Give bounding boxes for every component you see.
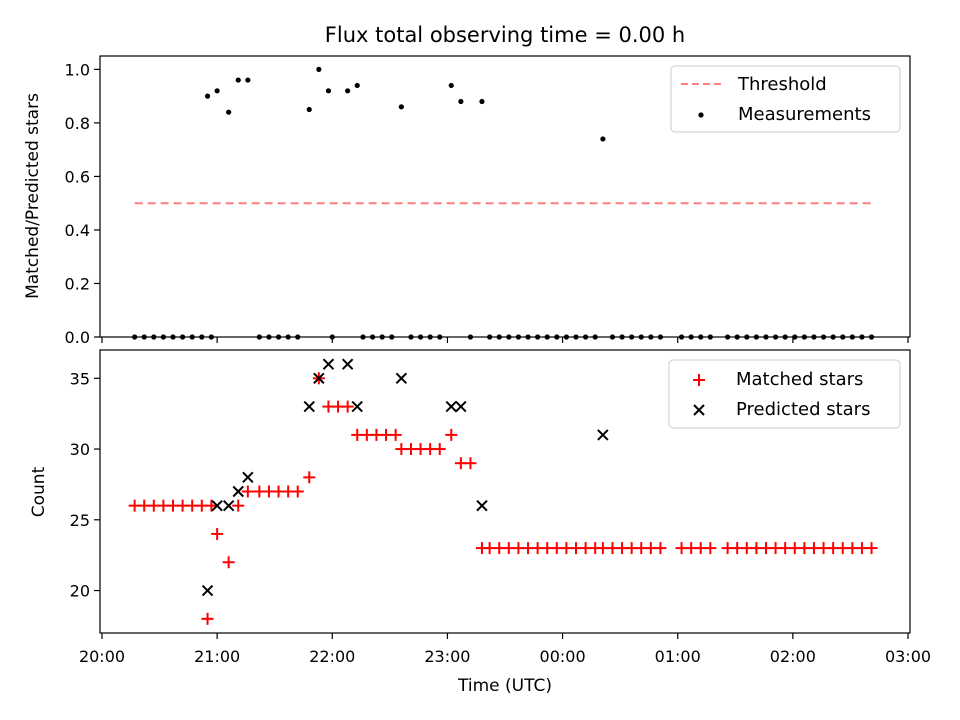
bottom-x-tick-label: 22:00 bbox=[309, 647, 355, 666]
top-chart-title: Flux total observing time = 0.00 h bbox=[325, 23, 685, 47]
measurement-point bbox=[458, 98, 464, 105]
top-legend-box bbox=[670, 65, 901, 133]
matched-stars-legend-label: Matched stars bbox=[736, 369, 863, 390]
matched-star-point bbox=[865, 542, 878, 555]
bottom-x-axis-label: Time (UTC) bbox=[457, 676, 552, 696]
matched-star-point bbox=[464, 457, 477, 470]
threshold-legend-label: Threshold bbox=[737, 74, 827, 95]
matched-star-point bbox=[654, 542, 667, 555]
measurement-point bbox=[226, 109, 232, 115]
predicted-star-point bbox=[313, 372, 325, 385]
measurement-point bbox=[479, 98, 485, 105]
matched-star-point bbox=[341, 400, 354, 413]
bottom-x-tick-label: 01:00 bbox=[655, 647, 701, 666]
top-y-tick-label: 0.2 bbox=[65, 274, 90, 293]
matched-star-point bbox=[201, 612, 214, 625]
matched-star-point bbox=[291, 485, 304, 498]
predicted-star-point bbox=[222, 499, 235, 512]
bottom-legend: Matched stars Predicted stars bbox=[668, 359, 901, 429]
measurement-point bbox=[325, 88, 332, 94]
top-y-tick-label: 1.0 bbox=[65, 60, 90, 79]
matched-star-point bbox=[303, 471, 316, 484]
bottom-x-tick-label: 20:00 bbox=[79, 647, 125, 666]
bottom-x-tick-label: 03:00 bbox=[885, 647, 931, 666]
measurements-legend-label: Measurements bbox=[738, 104, 871, 125]
top-y-axis: 0.0 0.2 0.4 0.6 0.8 1.0 bbox=[65, 60, 100, 347]
predicted-star-point bbox=[597, 429, 609, 441]
bottom-legend-box bbox=[668, 359, 901, 429]
bottom-y-axis: 20 25 30 35 bbox=[70, 369, 100, 601]
predicted-star-point bbox=[232, 485, 244, 498]
top-y-axis-label: Matched/Predicted stars bbox=[23, 93, 43, 299]
measurement-point bbox=[245, 77, 251, 83]
bottom-x-tick-label: 21:00 bbox=[194, 647, 240, 666]
measurements-legend-swatch bbox=[698, 112, 704, 118]
bottom-x-tick-label: 02:00 bbox=[770, 647, 816, 666]
predicted-star-point bbox=[303, 400, 315, 413]
measurement-point bbox=[204, 93, 211, 99]
predicted-star-point bbox=[242, 471, 254, 484]
bottom-y-tick-label: 35 bbox=[70, 369, 90, 388]
bottom-y-tick-label: 20 bbox=[70, 582, 90, 601]
top-y-tick-label: 0.0 bbox=[65, 328, 90, 347]
measurement-point bbox=[354, 82, 360, 89]
matched-star-point bbox=[389, 428, 402, 441]
predicted-star-point bbox=[455, 400, 467, 413]
measurement-point bbox=[398, 104, 404, 110]
top-x-axis-ticks bbox=[101, 337, 909, 343]
predicted-stars-legend-swatch bbox=[693, 404, 705, 416]
bottom-y-tick-label: 25 bbox=[70, 511, 90, 530]
matched-star-point bbox=[232, 499, 245, 512]
bottom-x-axis: 20:00 21:00 22:00 23:00 00:00 01:00 02:00 03:00 bbox=[79, 633, 931, 666]
predicted-star-point bbox=[201, 584, 214, 597]
top-legend: Threshold Measurements bbox=[670, 65, 901, 133]
predicted-star-point bbox=[341, 358, 354, 370]
predicted-star-point bbox=[395, 372, 408, 385]
top-y-tick-label: 0.4 bbox=[65, 221, 90, 240]
bottom-plot-area bbox=[128, 358, 878, 625]
predicted-star-point bbox=[211, 499, 223, 512]
top-y-tick-label: 0.8 bbox=[65, 114, 90, 133]
matched-star-point bbox=[222, 556, 235, 569]
matched-star-point bbox=[205, 499, 218, 512]
matched-star-point bbox=[433, 443, 446, 456]
measurement-point bbox=[600, 136, 606, 142]
bottom-plot-frame bbox=[99, 349, 911, 634]
predicted-star-point bbox=[351, 400, 363, 413]
matched-star-point bbox=[704, 542, 717, 555]
bottom-x-tick-label: 23:00 bbox=[424, 647, 470, 666]
matched-star-point bbox=[241, 485, 254, 498]
predicted-star-point bbox=[476, 499, 488, 512]
predicted-stars-legend-label: Predicted stars bbox=[736, 399, 870, 420]
matched-stars-legend-swatch bbox=[693, 374, 705, 386]
measurement-point bbox=[316, 66, 322, 72]
top-y-tick-label: 0.6 bbox=[65, 167, 90, 186]
bottom-y-tick-label: 30 bbox=[70, 440, 90, 459]
bottom-x-tick-label: 00:00 bbox=[540, 647, 586, 666]
predicted-star-point bbox=[445, 400, 457, 413]
predicted-star-point bbox=[322, 358, 335, 370]
measurement-point bbox=[345, 88, 351, 94]
bottom-y-axis-label: Count bbox=[29, 466, 49, 517]
measurement-point bbox=[235, 77, 241, 83]
measurement-point bbox=[306, 106, 312, 113]
measurement-point bbox=[214, 88, 220, 94]
top-plot-frame bbox=[99, 55, 911, 338]
matched-star-point bbox=[445, 428, 458, 441]
measurement-point bbox=[448, 82, 454, 89]
matched-star-point bbox=[211, 527, 224, 540]
